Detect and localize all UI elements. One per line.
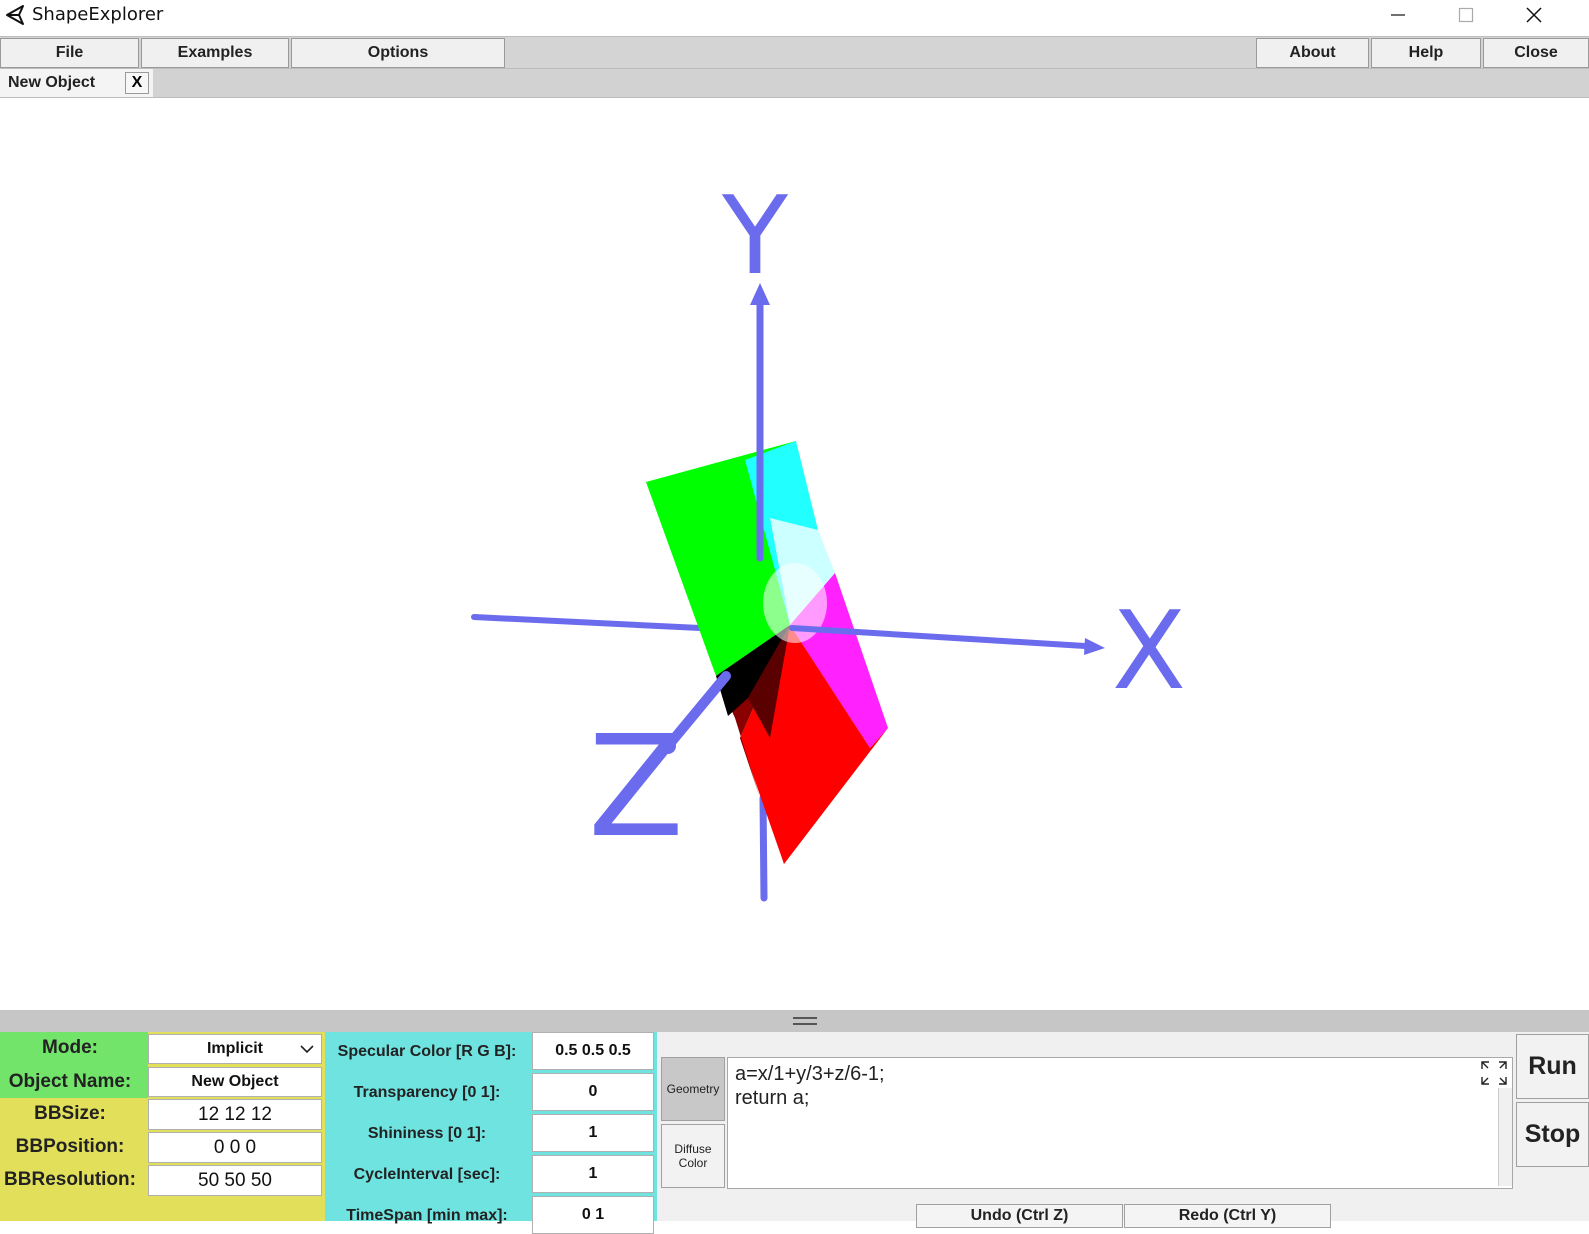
z-axis-end [660, 738, 676, 754]
maximize-icon [1458, 7, 1474, 22]
mode-label: Mode: [42, 1037, 98, 1058]
bbsize-field[interactable]: 12 12 12 [148, 1099, 322, 1130]
redo-button[interactable]: Redo (Ctrl Y) [1124, 1204, 1331, 1228]
cycleinterval-field[interactable]: 1 [532, 1155, 654, 1193]
code-line: a=x/1+y/3+z/6-1; [735, 1063, 885, 1085]
menu-options[interactable]: Options [291, 38, 505, 68]
object-properties-panel: Mode: Implicit Object Name: New Object B… [0, 1032, 325, 1221]
timespan-field[interactable]: 0 1 [532, 1196, 654, 1234]
object-name-label-bg [0, 1066, 148, 1098]
y-axis-label: Y [721, 174, 789, 299]
editor-scrollbar[interactable] [1498, 1088, 1512, 1186]
specular-field[interactable]: 0.5 0.5 0.5 [532, 1032, 654, 1070]
bbposition-field[interactable]: 0 0 0 [148, 1132, 322, 1163]
bbsize-label: BBSize: [34, 1103, 106, 1124]
material-panel: Specular Color [R G B]: 0.5 0.5 0.5 Tran… [325, 1032, 657, 1234]
x-axis-negative [471, 614, 703, 631]
shininess-label: Shininess [0 1]: [367, 1125, 487, 1142]
close-icon [1526, 6, 1542, 23]
mode-select[interactable]: Implicit [148, 1034, 322, 1064]
bottom-panel: Mode: Implicit Object Name: New Object B… [0, 1032, 1589, 1234]
tab-label: New Object [8, 74, 96, 91]
minimize-icon [1391, 13, 1405, 16]
3d-viewport[interactable]: Y X Z [0, 98, 1589, 1010]
timespan-label: TimeSpan [min max]: [346, 1207, 508, 1224]
diffuse-color-tab[interactable]: Diffuse Color [661, 1124, 725, 1188]
maximize-button[interactable] [1432, 0, 1500, 29]
y-axis-negative [759, 794, 768, 902]
specular-label: Specular Color [R G B]: [337, 1043, 517, 1060]
shininess-field[interactable]: 1 [532, 1114, 654, 1152]
x-axis-arrowhead [1084, 638, 1105, 655]
minimize-button[interactable] [1364, 0, 1432, 29]
object-name-field[interactable]: New Object [148, 1067, 322, 1097]
geometry-tab[interactable]: Geometry [661, 1057, 725, 1121]
mode-value: Implicit [206, 1040, 263, 1057]
splitter-grip-icon [793, 1017, 817, 1025]
stop-button[interactable]: Stop [1516, 1102, 1589, 1167]
tab-close-button[interactable]: X [125, 72, 149, 94]
chevron-down-icon [300, 1045, 314, 1054]
mode-label-bg [0, 1032, 148, 1066]
menu-about[interactable]: About [1256, 38, 1369, 68]
implicit-surface [646, 441, 888, 864]
bbresolution-field[interactable]: 50 50 50 [148, 1165, 322, 1196]
undo-button[interactable]: Undo (Ctrl Z) [916, 1204, 1123, 1228]
y-axis-arrowhead [750, 283, 770, 305]
x-axis [789, 625, 1088, 649]
window-title: ShapeExplorer [32, 4, 164, 25]
window-close-button[interactable] [1500, 0, 1568, 29]
bbposition-label: BBPosition: [15, 1136, 125, 1157]
x-axis-label: X [1112, 589, 1186, 714]
cycleinterval-label: CycleInterval [sec]: [353, 1166, 501, 1183]
transparency-field[interactable]: 0 [532, 1073, 654, 1111]
tab-new-object[interactable]: New Object X [0, 69, 153, 97]
code-editor[interactable]: a=x/1+y/3+z/6-1; return a; [727, 1057, 1513, 1189]
app-logo-icon [4, 4, 26, 26]
panel-splitter[interactable] [0, 1010, 1589, 1032]
menu-close[interactable]: Close [1483, 38, 1589, 68]
menu-help[interactable]: Help [1371, 38, 1481, 68]
object-name-label: Object Name: [8, 1071, 132, 1092]
run-button[interactable]: Run [1516, 1034, 1589, 1099]
code-line: return a; [735, 1087, 810, 1109]
transparency-label: Transparency [0 1]: [353, 1084, 501, 1101]
title-bar: ShapeExplorer [0, 0, 1589, 29]
expand-icon[interactable] [1480, 1060, 1508, 1086]
menu-bar: File Examples Options About Help Close [0, 36, 1589, 69]
z-axis [663, 671, 731, 751]
menu-file[interactable]: File [0, 38, 139, 68]
menu-examples[interactable]: Examples [141, 38, 289, 68]
z-axis-label: Z [588, 706, 684, 869]
object-tab-strip: New Object X [0, 69, 1589, 98]
bbresolution-label: BBResolution: [4, 1169, 136, 1190]
